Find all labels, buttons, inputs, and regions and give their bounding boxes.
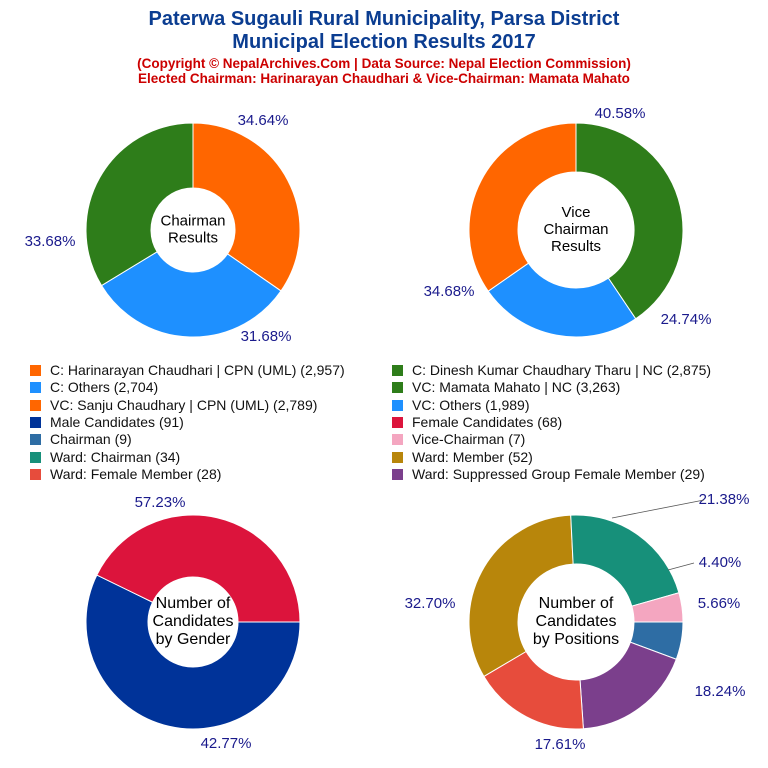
legend-swatch: [392, 399, 403, 411]
slice-percent-label: 42.77%: [201, 735, 252, 752]
donut-center-label: Results: [168, 229, 218, 246]
legend-label: Vice-Chairman (7): [412, 431, 526, 448]
leader-line: [611, 499, 705, 519]
slice-percent-label: 33.68%: [25, 233, 76, 250]
slice-percent-label: 17.61%: [535, 736, 586, 753]
donut-slice: [85, 122, 194, 287]
donut-center-label: Candidates: [153, 613, 234, 630]
slice-percent-label: 21.38%: [699, 491, 750, 508]
donut-slice: [100, 251, 282, 338]
donut-center-label: Chairman: [160, 212, 225, 229]
donut-slice: [487, 262, 637, 338]
legend-label: C: Harinarayan Chaudhari | CPN (UML) (2,…: [50, 362, 345, 378]
donut-center-label: Number of: [539, 595, 614, 612]
legend-label: Male Candidates (91): [50, 413, 184, 430]
slice-percent-label: 34.64%: [238, 112, 289, 129]
donut-center-label: Results: [551, 238, 601, 255]
legend-label: VC: Mamata Mahato | NC (3,263): [412, 379, 621, 396]
donut-center-label: Chairman: [543, 221, 608, 238]
slice-percent-label: 18.24%: [695, 683, 746, 700]
donut-chart-4: 5.66% 18.24% 17.61% 32.70% 21.38% 4.40% Number…: [405, 491, 750, 753]
legend-swatch: [30, 382, 41, 394]
legend-label: VC: Others (1,989): [412, 396, 530, 413]
legend-label: Ward: Suppressed Group Female Member (29…: [412, 465, 705, 482]
donut-center-label: Vice: [562, 204, 591, 221]
legend-label: C: Dinesh Kumar Chaudhary Tharu | NC (2,…: [412, 362, 712, 378]
slice-percent-label: 5.66%: [698, 595, 741, 612]
leader-line: [667, 562, 695, 571]
donut-center-label: by Gender: [156, 631, 231, 648]
slice-percent-label: 57.23%: [135, 494, 186, 511]
donut-center-label: Candidates: [536, 613, 617, 630]
legend-swatch: [30, 468, 41, 480]
legend-label: Ward: Female Member (28): [50, 465, 222, 482]
legend-swatch: [392, 468, 403, 480]
legend-label: Ward: Member (52): [412, 448, 533, 465]
donut-center-label: Number of: [156, 595, 231, 612]
slice-percent-label: 34.68%: [424, 283, 475, 300]
slice-percent-label: 31.68%: [241, 328, 292, 345]
chart-title-line2: Municipal Election Results 2017: [232, 31, 536, 53]
legend-swatch: [30, 434, 41, 446]
donut-slice: [468, 122, 577, 292]
legend-label: Ward: Chairman (34): [50, 448, 181, 465]
donut-slice: [570, 514, 680, 607]
legend-label: C: Others (2,704): [50, 379, 159, 396]
legend-label: Female Candidates (68): [412, 413, 563, 430]
chart-subtitle-elected: Elected Chairman: Harinarayan Chaudhari …: [138, 71, 630, 86]
legend-swatch: [30, 399, 41, 411]
donut-slice: [85, 574, 301, 730]
slice-percent-label: 4.40%: [699, 554, 742, 571]
legend-swatch: [30, 416, 41, 428]
legend-label: Chairman (9): [50, 431, 132, 448]
slice-percent-label: 24.74%: [661, 311, 712, 328]
legend-swatch: [30, 365, 41, 376]
legend-swatch: [392, 382, 403, 394]
donut-slice: [575, 122, 684, 320]
donut-slice: [192, 122, 301, 292]
legend-swatch: [392, 416, 403, 428]
legend-swatch: [392, 451, 403, 463]
legend-swatch: [392, 434, 403, 446]
donut-slice: [631, 592, 684, 623]
donut-slice: [468, 514, 574, 678]
donut-slice: [96, 514, 301, 623]
slice-percent-label: 32.70%: [405, 595, 456, 612]
legend-label: VC: Sanju Chaudhary | CPN (UML) (2,789): [50, 396, 318, 413]
chart-title-line1: Paterwa Sugauli Rural Municipality, Pars…: [148, 8, 620, 30]
slice-percent-label: 40.58%: [595, 105, 646, 122]
donut-slice: [579, 641, 677, 730]
donut-center-label: by Positions: [533, 631, 619, 648]
legend-swatch: [30, 451, 41, 463]
chart-subtitle-copyright: (Copyright © NepalArchives.Com | Data So…: [137, 56, 631, 71]
legend-swatch: [392, 365, 403, 376]
